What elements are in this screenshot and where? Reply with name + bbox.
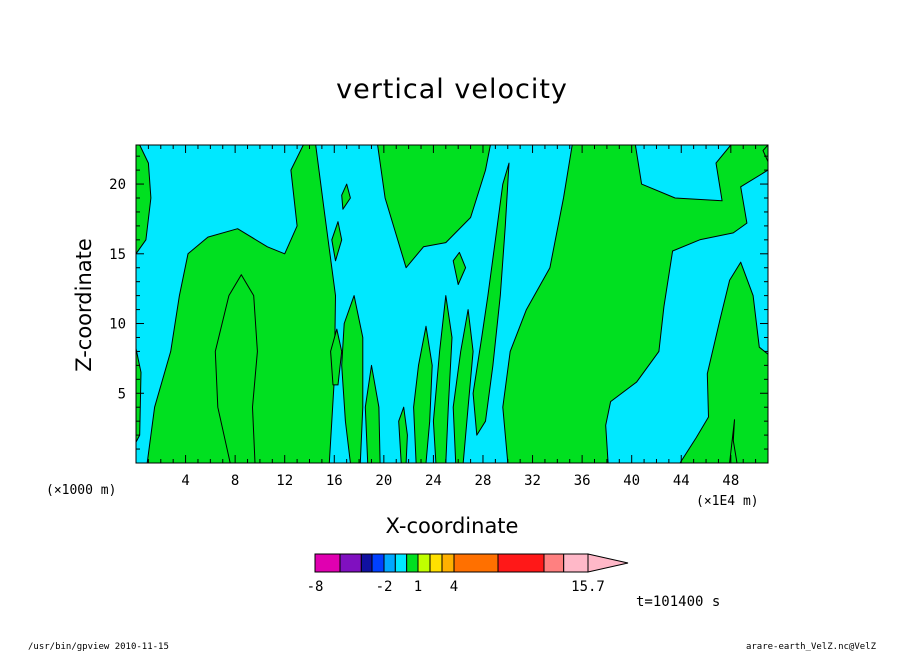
x-tick-label: 20 [375, 473, 392, 489]
positive-region-13 [341, 183, 351, 210]
positive-region-16 [679, 261, 768, 463]
x-tick-label: 24 [425, 473, 442, 489]
colorbar: -8 -2 1 4 15.7 [307, 553, 629, 595]
positive-region-17 [729, 419, 738, 463]
positive-region-11 [472, 162, 510, 436]
colorbar-segment-4 [383, 553, 396, 573]
colorbar-label: -2 [376, 579, 393, 595]
y-tick-label: 15 [109, 247, 126, 263]
positive-region-3 [214, 274, 258, 463]
time-stamp: t=101400 s [636, 594, 721, 610]
colorbar-segment-11 [497, 553, 545, 573]
positive-region-8 [413, 325, 433, 463]
colorbar-segment-3 [371, 553, 385, 573]
y-tick-label: 10 [109, 317, 126, 333]
positive-region-7 [398, 406, 408, 463]
x-tick-label: 36 [574, 473, 591, 489]
x-tick-label: 16 [326, 473, 343, 489]
positive-region-10 [452, 309, 474, 463]
y-tick-label: 20 [109, 177, 126, 193]
colorbar-segment-8 [429, 553, 443, 573]
colorbar-extension-arrow [587, 553, 629, 573]
contour-fill-layer [136, 145, 768, 463]
positive-region-15 [377, 145, 491, 269]
chart-title: vertical velocity [336, 74, 568, 105]
colorbar-segment-6 [406, 553, 419, 573]
positive-region-18 [452, 251, 467, 285]
colorbar-segment-10 [453, 553, 499, 573]
positive-region-6 [330, 328, 343, 386]
colorbar-segment-13 [563, 553, 589, 573]
colorbar-segment-0 [314, 553, 341, 573]
positive-region-14 [502, 145, 768, 463]
y-tick-label: 5 [118, 386, 126, 402]
x-tick-label: 44 [673, 473, 690, 489]
colorbar-label: 4 [450, 579, 458, 595]
positive-region-12 [331, 221, 343, 262]
positive-region-9 [432, 295, 453, 463]
x-tick-label: 4 [181, 473, 189, 489]
colorbar-segment-9 [441, 553, 455, 573]
x-tick-label: 40 [623, 473, 640, 489]
x-tick-label: 32 [524, 473, 541, 489]
colorbar-label: 1 [414, 579, 422, 595]
colorbar-label: -8 [307, 579, 324, 595]
colorbar-segment-1 [339, 553, 362, 573]
footer-dataset: arare-earth_VelZ.nc@VelZ [745, 642, 876, 652]
positive-region-2 [136, 145, 152, 255]
positive-region-5 [364, 364, 381, 463]
footer-program: /usr/bin/gpview 2010-11-15 [28, 642, 169, 652]
x-tick-label: 8 [231, 473, 239, 489]
x-axis-unit-left: (×1000 m) [46, 483, 117, 498]
positive-velocity-regions [136, 145, 768, 463]
colorbar-segment-12 [543, 553, 565, 573]
plot-frame [135, 144, 769, 464]
positive-region-4 [341, 295, 364, 463]
colorbar-segment-5 [394, 553, 408, 573]
x-tick-label: 12 [276, 473, 293, 489]
colorbar-segment-2 [360, 553, 373, 573]
colorbar-label: 15.7 [571, 579, 605, 595]
y-axis-title: Z-coordinate [72, 238, 96, 372]
x-axis-unit-right: (×1E4 m) [696, 494, 759, 509]
x-tick-label: 28 [475, 473, 492, 489]
x-tick-label: 48 [722, 473, 739, 489]
x-axis-title: X-coordinate [385, 514, 519, 538]
colorbar-segment-7 [417, 553, 431, 573]
